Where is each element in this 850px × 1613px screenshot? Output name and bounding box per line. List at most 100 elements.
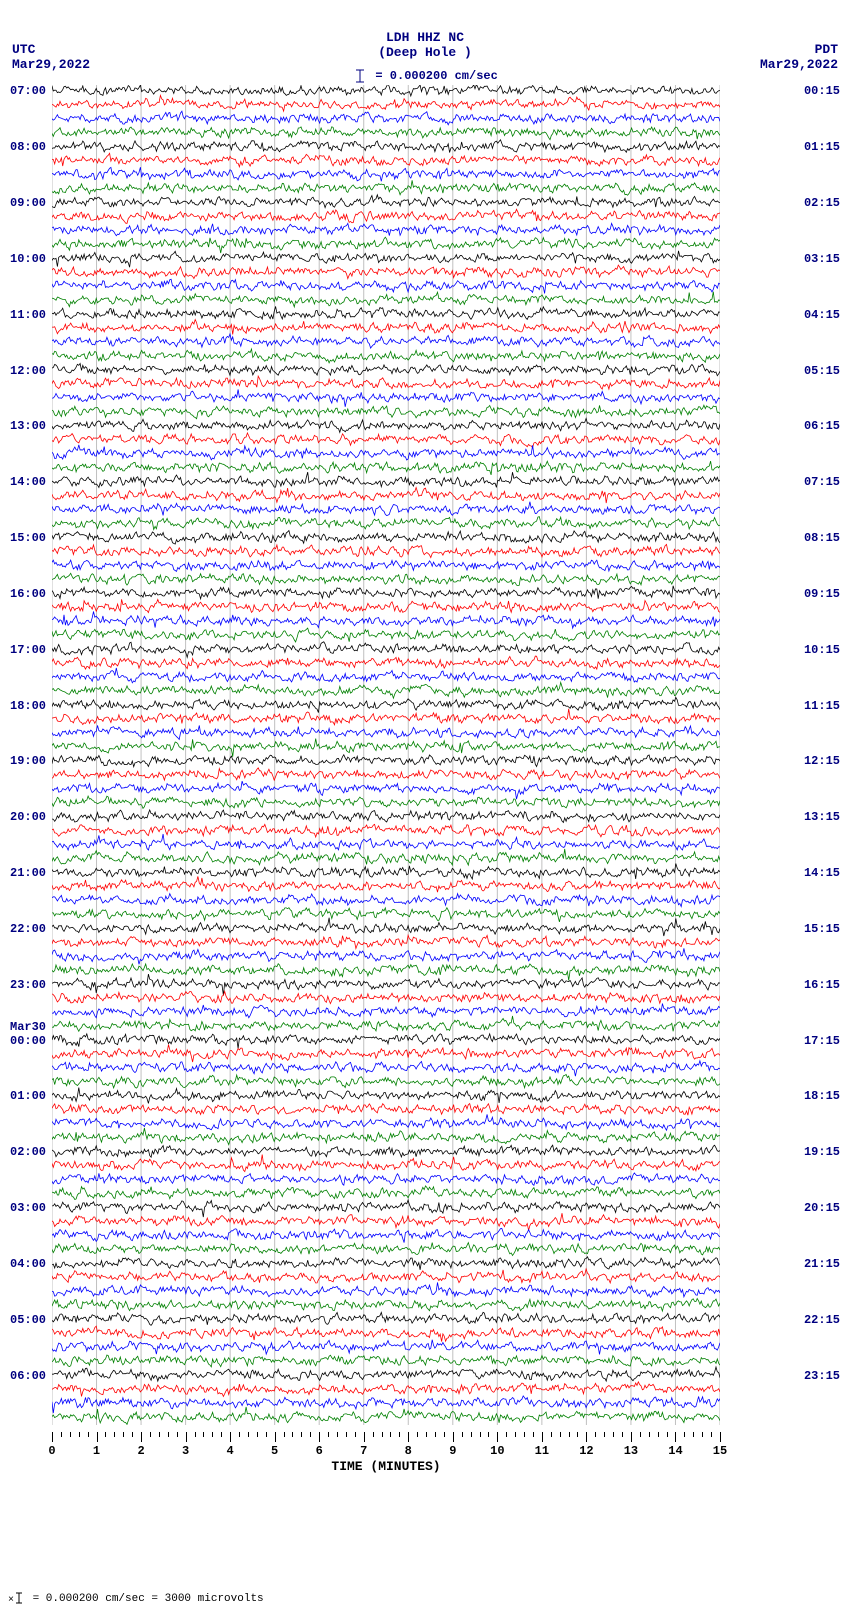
time-label-left: 13:00 (10, 419, 46, 433)
plot-area (52, 85, 720, 1425)
time-label-right: 16:15 (804, 978, 840, 992)
time-label-left: 10:00 (10, 252, 46, 266)
xaxis-tick-minor (684, 1432, 685, 1437)
plot-svg (52, 85, 720, 1425)
time-label-right: 22:15 (804, 1313, 840, 1327)
xaxis-tick-minor (551, 1432, 552, 1437)
time-label-right: 02:15 (804, 196, 840, 210)
xaxis-tick-minor (667, 1432, 668, 1437)
xaxis-label: 8 (405, 1444, 412, 1458)
time-label-left: 05:00 (10, 1313, 46, 1327)
time-label-right: 11:15 (804, 699, 840, 713)
xaxis-tick-minor (79, 1432, 80, 1437)
xaxis-tick (408, 1432, 409, 1442)
xaxis-tick-minor (622, 1432, 623, 1437)
xaxis-tick (275, 1432, 276, 1442)
xaxis-tick-minor (70, 1432, 71, 1437)
xaxis-tick (52, 1432, 53, 1442)
time-label-right: 15:15 (804, 922, 840, 936)
xaxis-label: 14 (668, 1444, 682, 1458)
xaxis-tick-minor (292, 1432, 293, 1437)
time-label-right: 21:15 (804, 1257, 840, 1271)
xaxis-tick (453, 1432, 454, 1442)
time-label-right: 10:15 (804, 643, 840, 657)
time-label-left: 19:00 (10, 754, 46, 768)
xaxis-label: 3 (182, 1444, 189, 1458)
xaxis-tick (675, 1432, 676, 1442)
xaxis-tick-minor (105, 1432, 106, 1437)
date-break-label: Mar30 (10, 1020, 46, 1034)
xaxis-tick-minor (480, 1432, 481, 1437)
xaxis-tick-minor (310, 1432, 311, 1437)
xaxis-label: 11 (535, 1444, 549, 1458)
xaxis-tick-minor (337, 1432, 338, 1437)
xaxis-tick (631, 1432, 632, 1442)
xaxis-tick-minor (560, 1432, 561, 1437)
xaxis-tick-minor (212, 1432, 213, 1437)
xaxis-tick (186, 1432, 187, 1442)
time-label-left: 17:00 (10, 643, 46, 657)
time-label-left: 01:00 (10, 1089, 46, 1103)
xaxis-label: 12 (579, 1444, 593, 1458)
xaxis-tick-minor (471, 1432, 472, 1437)
time-label-left: 09:00 (10, 196, 46, 210)
tz-right: PDT (760, 42, 838, 57)
time-label-right: 13:15 (804, 810, 840, 824)
xaxis-tick (542, 1432, 543, 1442)
xaxis-tick-minor (168, 1432, 169, 1437)
xaxis-tick (586, 1432, 587, 1442)
time-label-right: 20:15 (804, 1201, 840, 1215)
xaxis-label: 0 (48, 1444, 55, 1458)
x-axis-title: TIME (MINUTES) (52, 1459, 720, 1474)
xaxis-label: 10 (490, 1444, 504, 1458)
time-label-left: 14:00 (10, 475, 46, 489)
xaxis-tick-minor (284, 1432, 285, 1437)
xaxis-tick-minor (203, 1432, 204, 1437)
station-subtitle: (Deep Hole ) (0, 45, 850, 60)
xaxis-tick-minor (711, 1432, 712, 1437)
time-label-right: 23:15 (804, 1369, 840, 1383)
xaxis-tick-minor (426, 1432, 427, 1437)
xaxis-label: 1 (93, 1444, 100, 1458)
time-label-left: 07:00 (10, 84, 46, 98)
time-label-left: 21:00 (10, 866, 46, 880)
time-label-left: 20:00 (10, 810, 46, 824)
time-label-right: 18:15 (804, 1089, 840, 1103)
xaxis-tick-minor (658, 1432, 659, 1437)
seismogram-container: UTC Mar29,2022 LDH HHZ NC (Deep Hole ) P… (0, 0, 850, 1613)
scale-bar-icon: × (8, 1591, 26, 1605)
xaxis-tick-minor (390, 1432, 391, 1437)
xaxis-tick-minor (301, 1432, 302, 1437)
time-label-right: 17:15 (804, 1034, 840, 1048)
xaxis-tick-minor (399, 1432, 400, 1437)
xaxis-tick (97, 1432, 98, 1442)
xaxis-tick-minor (373, 1432, 374, 1437)
xaxis-tick-minor (435, 1432, 436, 1437)
time-label-left: 00:00 (10, 1034, 46, 1048)
xaxis-label: 6 (316, 1444, 323, 1458)
xaxis-label: 9 (449, 1444, 456, 1458)
xaxis-tick-minor (150, 1432, 151, 1437)
xaxis-tick-minor (640, 1432, 641, 1437)
time-label-left: 16:00 (10, 587, 46, 601)
xaxis-label: 5 (271, 1444, 278, 1458)
time-label-right: 06:15 (804, 419, 840, 433)
xaxis-tick (141, 1432, 142, 1442)
time-label-right: 12:15 (804, 754, 840, 768)
time-label-left: 22:00 (10, 922, 46, 936)
time-label-left: 15:00 (10, 531, 46, 545)
time-label-left: 03:00 (10, 1201, 46, 1215)
time-label-right: 08:15 (804, 531, 840, 545)
xaxis-tick-minor (613, 1432, 614, 1437)
header-center: LDH HHZ NC (Deep Hole ) (0, 30, 850, 60)
xaxis-tick-minor (177, 1432, 178, 1437)
xaxis-tick-minor (515, 1432, 516, 1437)
xaxis-tick-minor (239, 1432, 240, 1437)
xaxis-tick-minor (132, 1432, 133, 1437)
xaxis-tick-minor (702, 1432, 703, 1437)
xaxis-tick-minor (524, 1432, 525, 1437)
xaxis-tick-minor (61, 1432, 62, 1437)
xaxis-tick-minor (417, 1432, 418, 1437)
xaxis-tick-minor (382, 1432, 383, 1437)
xaxis-tick-minor (577, 1432, 578, 1437)
